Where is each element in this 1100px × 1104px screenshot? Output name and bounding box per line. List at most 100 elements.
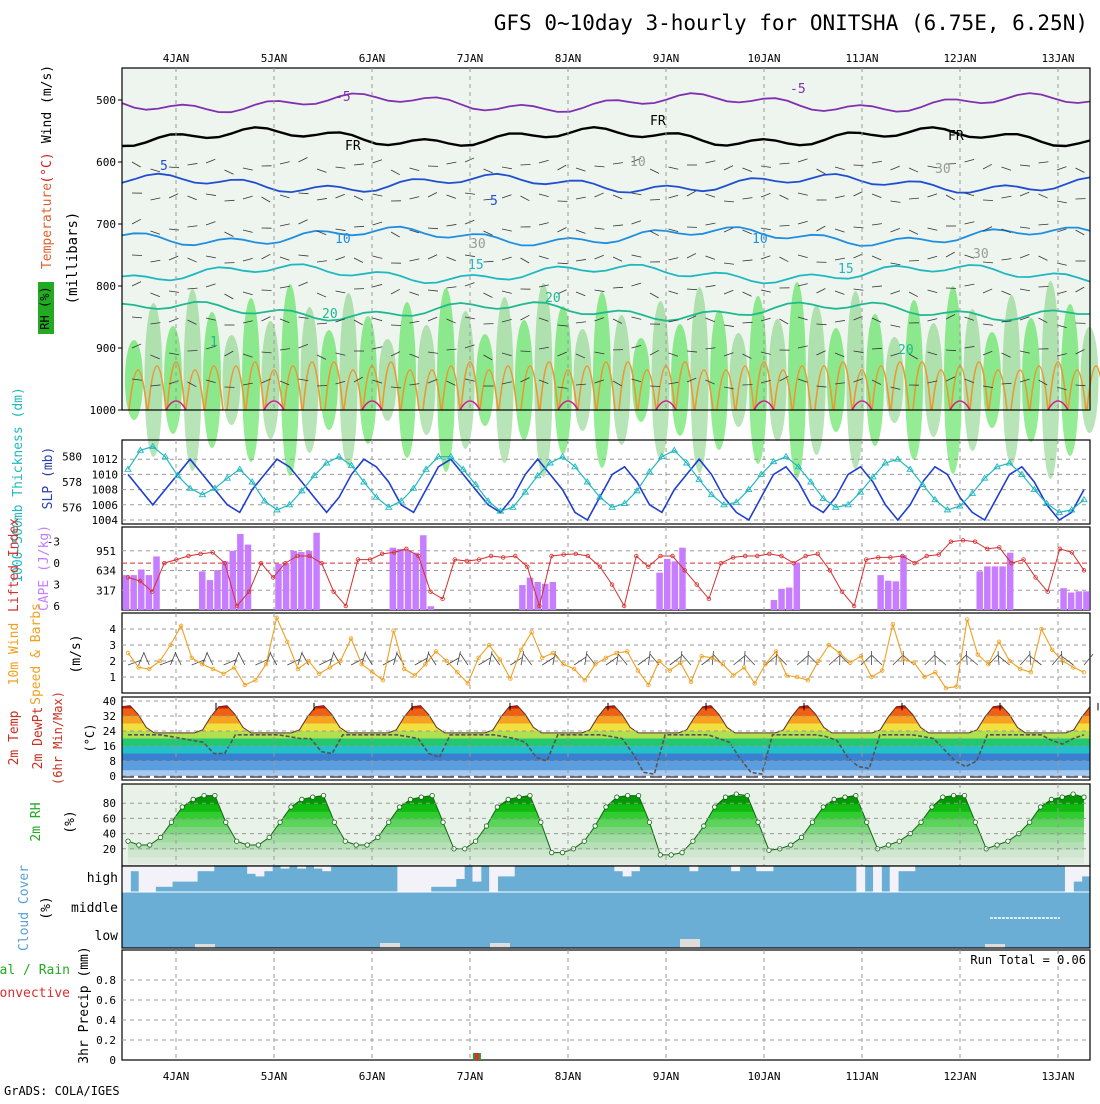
rh-band [122,856,1090,865]
top-date-label: 10JAN [747,52,780,65]
cloud-high-bar [631,866,640,871]
rh-point [626,793,630,797]
rh-point [180,805,184,809]
rh-point [756,820,760,824]
credit-text: GrADS: COLA/IGES [4,1084,120,1098]
rh-unit-label: (%) [63,810,78,833]
rh-blob [905,300,923,460]
bottom-date-label: 13JAN [1041,1070,1074,1083]
top-date-label: 5JAN [261,52,288,65]
cloud-high-bar [439,866,448,887]
upper-label-wind: Wind (m/s) [40,65,55,143]
cloud-level-label: high [87,871,118,886]
rh-point [354,843,358,847]
cape-bar [146,575,152,610]
cape-bar [550,582,556,610]
contour-label: 5 [160,159,168,174]
cape-bar [664,559,670,610]
cloud-high-bar [431,866,440,887]
wind-tick: 2 [109,655,116,668]
top-date-label: 7JAN [457,52,484,65]
wind-barb [365,653,372,665]
rh-point [397,805,401,809]
dewpt-axis-label: 2m DewPt [31,707,46,770]
bottom-date-label: 9JAN [653,1070,680,1083]
cape-bar [405,551,411,610]
cloud-high-bar [406,866,415,892]
cape-bar [412,553,418,610]
cloud-high-bar [122,866,131,892]
cape-bar [222,561,228,610]
slp-tick: 1004 [92,514,119,527]
rh-point [169,820,173,824]
cloud-axis-label: Cloud Cover [17,865,32,951]
cloud-level-label: middle [71,901,118,916]
cloud-low-bar [490,943,510,948]
upper-label-temp-unit: (°C) [40,152,55,183]
wind-axis-label: 10m Wind [7,623,22,686]
run-total: Run Total = 0.06 [970,953,1086,967]
wind-barb [521,351,531,352]
cloud-high-bar [189,866,198,882]
rh-blob [184,289,202,471]
rh-point [430,793,434,797]
pressure-tick: 800 [96,280,116,293]
cape-frame [122,527,1090,610]
contour-label: 1 [210,335,218,350]
rh-point [267,835,271,839]
li-tick: 6 [53,600,60,613]
wind-barb [1030,651,1031,665]
rh-tick: 80 [103,797,116,810]
wind-barb [983,200,993,201]
rh-point [843,795,847,799]
wind-barb [238,653,244,665]
cloud-high-bar [898,866,907,871]
wind-barb [1084,654,1093,665]
wind-barb [234,652,239,665]
cape-bar [428,606,434,610]
cloud-high-bar [397,866,406,892]
cape-bar [1083,591,1089,610]
cape-bar [893,581,899,610]
rh-point [365,843,369,847]
precip-tick: 0.6 [96,994,116,1007]
wind-barb [523,654,531,665]
wind-speed-line [128,618,1084,688]
rh-tick: 20 [103,843,116,856]
cloud-high-bar [623,866,632,876]
contour-label: 10 [752,232,768,247]
temp-band [122,761,1090,770]
temp-tick: 24 [103,725,117,738]
top-date-label: 6JAN [359,52,386,65]
rh-point [930,805,934,809]
li-tick: 3 [53,579,60,592]
top-date-label: 8JAN [555,52,582,65]
cape-bar [1068,593,1074,610]
cloud-high-bar [1073,866,1082,882]
chart-title: GFS 0~10day 3-hourly for ONITSHA (6.75E,… [494,11,1088,35]
contour-label: FR [345,139,361,154]
contour-label: -5 [790,82,806,97]
wind-barb [780,225,790,226]
contour-label: 30 [973,247,989,262]
slp-tick: 1010 [92,468,119,481]
cape-bar [900,555,906,610]
cape-bar [123,575,129,610]
temp-band [122,739,1090,747]
wind-barb [460,653,468,665]
temp-tick: 8 [109,755,116,768]
wind-barb [144,652,150,665]
wind-barb [330,652,334,665]
rh-blob [710,310,728,450]
cloud-high-bar [322,866,331,871]
rh-point [158,835,162,839]
precip-tick: 0 [109,1054,116,1067]
cloud-high-bar [856,866,865,892]
wind-barb [170,652,175,665]
rh-blob [457,311,475,449]
wind-barb [650,199,660,200]
cloud-high-bar [180,866,189,882]
